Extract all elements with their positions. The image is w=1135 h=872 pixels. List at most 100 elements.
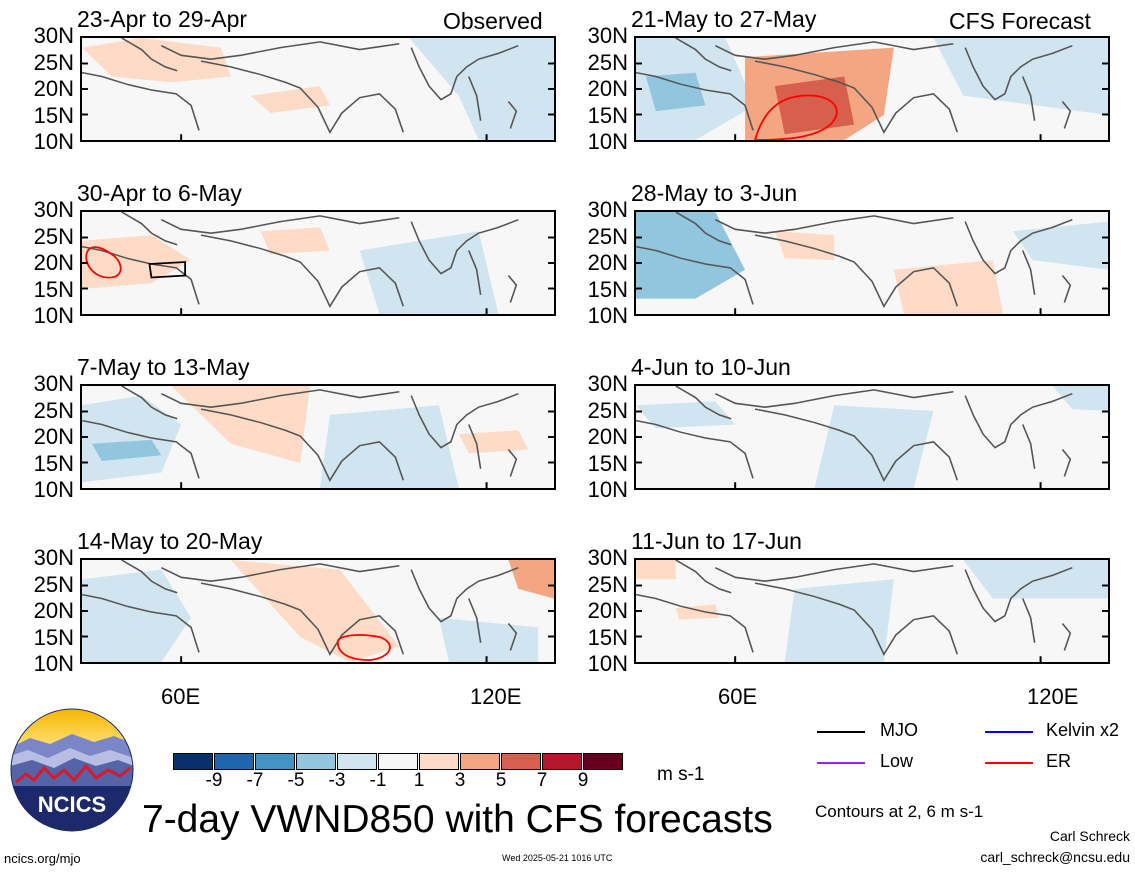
lat-label: 10N: [33, 477, 74, 502]
panel-title: 7-May to 13-May: [77, 354, 250, 380]
lat-label: 10N: [33, 303, 74, 328]
anomaly-shading: [636, 212, 746, 299]
colorbar-label: 3: [454, 770, 466, 791]
colorbar-label: -5: [287, 770, 305, 791]
anomaly-shading: [171, 386, 311, 463]
lat-label: 15N: [33, 102, 74, 128]
lat-label: 20N: [587, 250, 628, 275]
map-panel: [634, 384, 1110, 490]
lat-label: 25N: [33, 571, 74, 597]
map-svg: [636, 212, 1108, 314]
panel-title: 23-Apr to 29-Apr: [77, 6, 248, 32]
author-name: Carl Schreck: [1049, 828, 1130, 844]
lat-label: 10N: [587, 651, 628, 676]
colorbar-swatch: [296, 753, 336, 770]
map-panel: [80, 558, 556, 664]
lon-label-120e-right: 120E: [1027, 684, 1079, 709]
anomaly-shading: [82, 38, 231, 83]
lat-label: 20N: [33, 250, 74, 275]
colorbar-swatch: [173, 753, 213, 770]
lat-label: 15N: [587, 450, 628, 476]
lat-label: 10N: [587, 303, 628, 328]
author-email: carl_schreck@ncsu.edu: [980, 849, 1130, 865]
anomaly-shading: [438, 617, 539, 662]
coastline: [636, 38, 1073, 134]
legend-mjo-line: [817, 731, 865, 733]
legend-low-label: Low: [880, 751, 914, 771]
observed-column-title: Observed: [443, 8, 543, 34]
lat-label: 15N: [587, 102, 628, 128]
anomaly-shading: [933, 38, 1108, 115]
anomaly-shading: [636, 401, 736, 429]
lat-label: 10N: [587, 477, 628, 502]
anomaly-shading: [260, 227, 330, 255]
anomaly-shading: [82, 235, 192, 289]
anomaly-shading: [893, 260, 1003, 314]
lon-label-120e-left: 120E: [470, 684, 522, 709]
lat-label: 25N: [587, 571, 628, 597]
colorbar-label: 1: [413, 770, 425, 791]
lat-label: 25N: [33, 397, 74, 423]
legend-kelvin-label: Kelvin x2: [1046, 720, 1120, 740]
anomaly-shading: [1052, 386, 1108, 412]
lat-label: 15N: [587, 276, 628, 302]
legend-mjo-label: MJO: [880, 720, 918, 740]
colorbar-label: -7: [246, 770, 264, 791]
filter-contour: [85, 246, 122, 279]
lat-label: 25N: [587, 223, 628, 249]
filter-contour: [336, 634, 391, 661]
map-svg: [82, 386, 554, 488]
site-url[interactable]: ncics.org/mjo: [4, 851, 81, 866]
lat-label: 25N: [587, 49, 628, 75]
lat-label: 30N: [33, 545, 74, 570]
forecast-column-title: CFS Forecast: [949, 8, 1091, 34]
map-svg: [82, 212, 554, 314]
lon-label-60e-right: 60E: [718, 684, 758, 709]
legend-er-label: ER: [1046, 751, 1072, 771]
lat-label: 30N: [587, 23, 628, 48]
anomaly-shading: [91, 439, 162, 462]
panel-title: 21-May to 27-May: [631, 6, 817, 32]
colorbar-label: 9: [577, 770, 589, 791]
lat-label: 20N: [33, 598, 74, 623]
lat-label: 30N: [33, 371, 74, 396]
panel-title: 4-Jun to 10-Jun: [631, 354, 791, 380]
panel-title: 30-Apr to 6-May: [77, 180, 242, 206]
coastline: [82, 386, 519, 482]
ncics-logo: NCICS: [10, 708, 134, 832]
colorbar-swatch: [501, 753, 541, 770]
main-title: 7-day VWND850 with CFS forecasts: [142, 798, 773, 841]
anomaly-shading: [784, 579, 894, 662]
lat-label: 20N: [33, 424, 74, 449]
anomaly-shading: [636, 560, 676, 580]
coastline: [82, 38, 519, 134]
lat-label: 30N: [33, 23, 74, 48]
filter-contour: [148, 261, 187, 279]
map-panel: [80, 210, 556, 316]
lat-label: 10N: [33, 129, 74, 154]
anomaly-shading: [82, 395, 182, 483]
lat-label: 10N: [587, 129, 628, 154]
lat-label: 20N: [33, 76, 74, 101]
panel-title: 14-May to 20-May: [77, 528, 263, 554]
panel-title: 28-May to 3-Jun: [631, 180, 798, 206]
anomaly-shading: [458, 430, 529, 454]
filter-contour: [754, 94, 838, 140]
anomaly-shading: [359, 231, 499, 314]
lat-label: 30N: [587, 545, 628, 570]
map-panel: [634, 558, 1110, 664]
lat-label: 15N: [33, 624, 74, 650]
lat-label: 25N: [587, 397, 628, 423]
lat-label: 20N: [587, 76, 628, 101]
coastline: [636, 212, 1073, 308]
map-svg: [636, 38, 1108, 140]
colorbar-swatch: [214, 753, 254, 770]
panel-title: 11-Jun to 17-Jun: [631, 528, 802, 554]
contour-note: Contours at 2, 6 m s-1: [815, 802, 984, 821]
lat-label: 30N: [587, 197, 628, 222]
coastline: [636, 560, 1073, 656]
map-svg: [636, 560, 1108, 662]
colorbar-label: 5: [495, 770, 507, 791]
anomaly-shading: [230, 560, 400, 662]
colorbar-swatch: [255, 753, 295, 770]
